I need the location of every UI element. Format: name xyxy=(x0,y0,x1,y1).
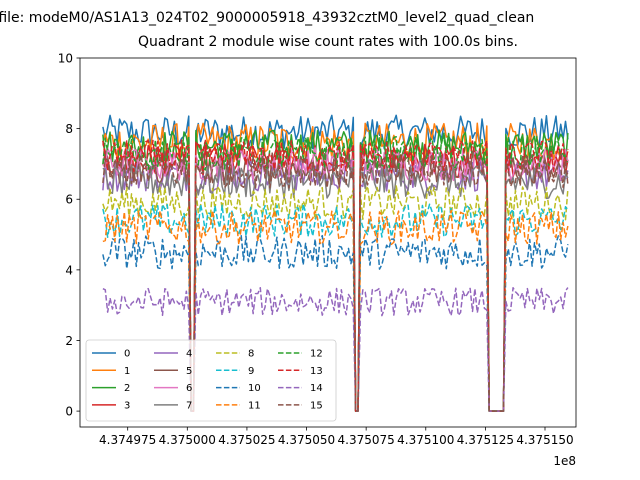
legend-label-12: 12 xyxy=(310,349,323,360)
y-tick-label: 6 xyxy=(65,193,73,207)
chart-title: Quadrant 2 module wise count rates with … xyxy=(138,34,518,50)
legend-label-1: 1 xyxy=(124,366,130,377)
x-offset-label: 1e8 xyxy=(553,454,576,468)
suptitle-text: n file: modeM0/AS1A13_024T02_9000005918_… xyxy=(0,10,535,26)
x-tick-label: 4.375050 xyxy=(278,433,335,447)
legend-label-7: 7 xyxy=(186,400,192,411)
axes-layer: 4.374975 4.375000 4.375025 4.375050 4.375075… xyxy=(58,52,577,468)
legend-label-14: 14 xyxy=(310,383,323,394)
legend-label-10: 10 xyxy=(248,383,261,394)
figure-suptitle: n file: modeM0/AS1A13_024T02_9000005918_… xyxy=(0,0,640,40)
legend-label-6: 6 xyxy=(186,383,192,394)
x-tick-label: 4.375025 xyxy=(218,433,275,447)
legend-label-9: 9 xyxy=(248,366,254,377)
series-line-14 xyxy=(102,286,569,412)
x-tick-label: 4.375100 xyxy=(397,433,454,447)
series-layer xyxy=(102,114,569,412)
legend-label-11: 11 xyxy=(248,400,261,411)
legend-label-15: 15 xyxy=(310,400,323,411)
legend-label-4: 4 xyxy=(186,349,192,360)
x-tick-label: 4.374975 xyxy=(99,433,156,447)
y-tick-label: 2 xyxy=(65,334,73,348)
y-tick-label: 4 xyxy=(65,263,73,277)
legend-label-0: 0 xyxy=(124,349,130,360)
y-tick-label: 10 xyxy=(58,52,73,66)
y-tick-label: 0 xyxy=(65,405,73,419)
axes-frame xyxy=(79,57,577,428)
x-tick-label: 4.375075 xyxy=(338,433,395,447)
y-tick-label: 8 xyxy=(65,122,73,136)
legend-label-8: 8 xyxy=(248,349,254,360)
legend-box xyxy=(85,339,337,422)
legend-label-3: 3 xyxy=(124,400,130,411)
legend-label-13: 13 xyxy=(310,366,323,377)
legend-label-5: 5 xyxy=(186,366,192,377)
legend-label-2: 2 xyxy=(124,383,130,394)
x-tick-label: 4.375000 xyxy=(159,433,216,447)
x-tick-label: 4.375150 xyxy=(516,433,573,447)
x-tick-label: 4.375125 xyxy=(457,433,514,447)
series-line-15 xyxy=(102,153,569,412)
